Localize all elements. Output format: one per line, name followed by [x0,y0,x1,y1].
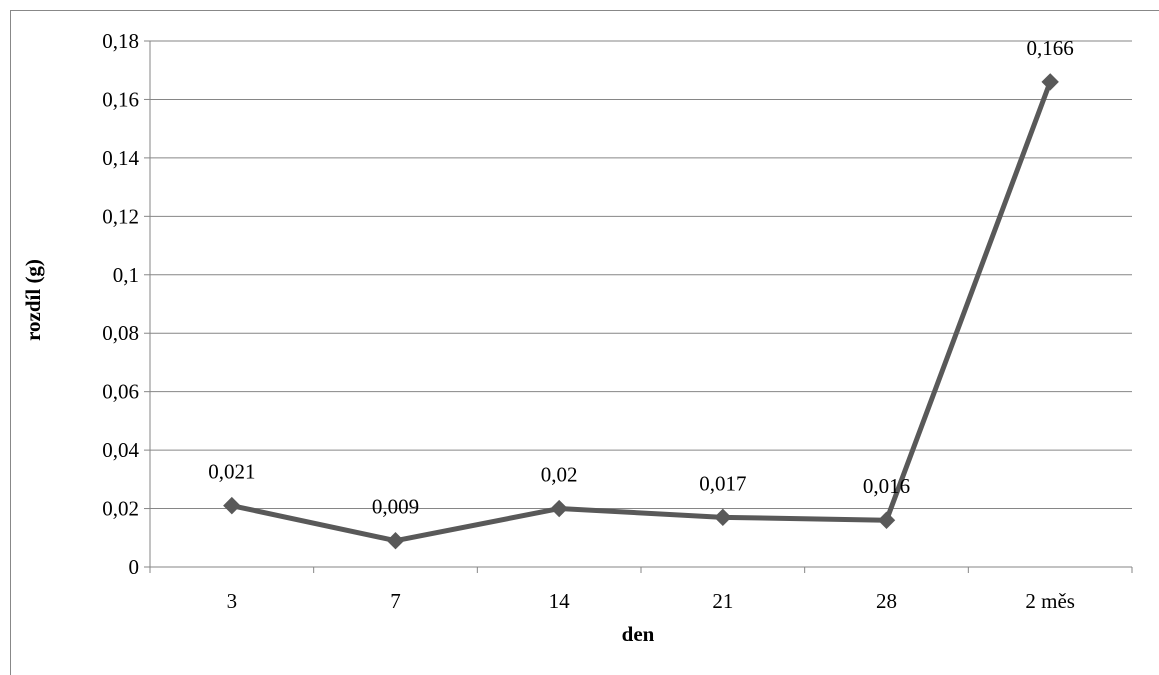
data-point-marker [224,498,240,514]
y-axis-title: rozdíl (g) [21,259,45,341]
y-tick-label: 0 [129,555,140,579]
x-tick-label: 21 [712,589,733,613]
x-tick-labels: 3 7 14 21 28 2 měs [227,589,1075,613]
x-tick-label: 28 [876,589,897,613]
data-label: 0,016 [863,474,910,498]
y-tick-label: 0,04 [102,438,139,462]
y-tick-labels: 0 0,02 0,04 0,06 0,08 0,1 0,12 0,14 0,16 0,18 [102,29,139,579]
data-point-marker [1042,74,1058,90]
series [224,74,1058,549]
x-tick-label: 3 [227,589,238,613]
y-tick-label: 0,18 [102,29,139,53]
data-label: 0,166 [1027,36,1074,60]
data-point-marker [551,501,567,517]
data-labels: 0,021 0,009 0,02 0,017 0,016 0,166 [208,36,1074,519]
x-tick-label: 7 [390,589,401,613]
data-point-marker [388,533,404,549]
x-tick-label: 14 [549,589,571,613]
series-line [232,82,1050,541]
y-tick-label: 0,08 [102,321,139,345]
x-tick-label: 2 měs [1025,589,1075,613]
data-label: 0,009 [372,495,419,519]
data-label: 0,021 [208,460,255,484]
gridlines [150,41,1132,509]
y-tick-label: 0,14 [102,146,139,170]
axes [144,41,1132,573]
data-label: 0,017 [699,471,746,495]
data-point-marker [715,509,731,525]
x-axis-title: den [622,622,655,646]
y-tick-label: 0,06 [102,380,139,404]
y-tick-label: 0,1 [113,263,139,287]
y-tick-label: 0,02 [102,497,139,521]
data-label: 0,02 [541,463,578,487]
y-tick-label: 0,16 [102,87,139,111]
data-point-marker [879,512,895,528]
y-tick-label: 0,12 [102,204,139,228]
